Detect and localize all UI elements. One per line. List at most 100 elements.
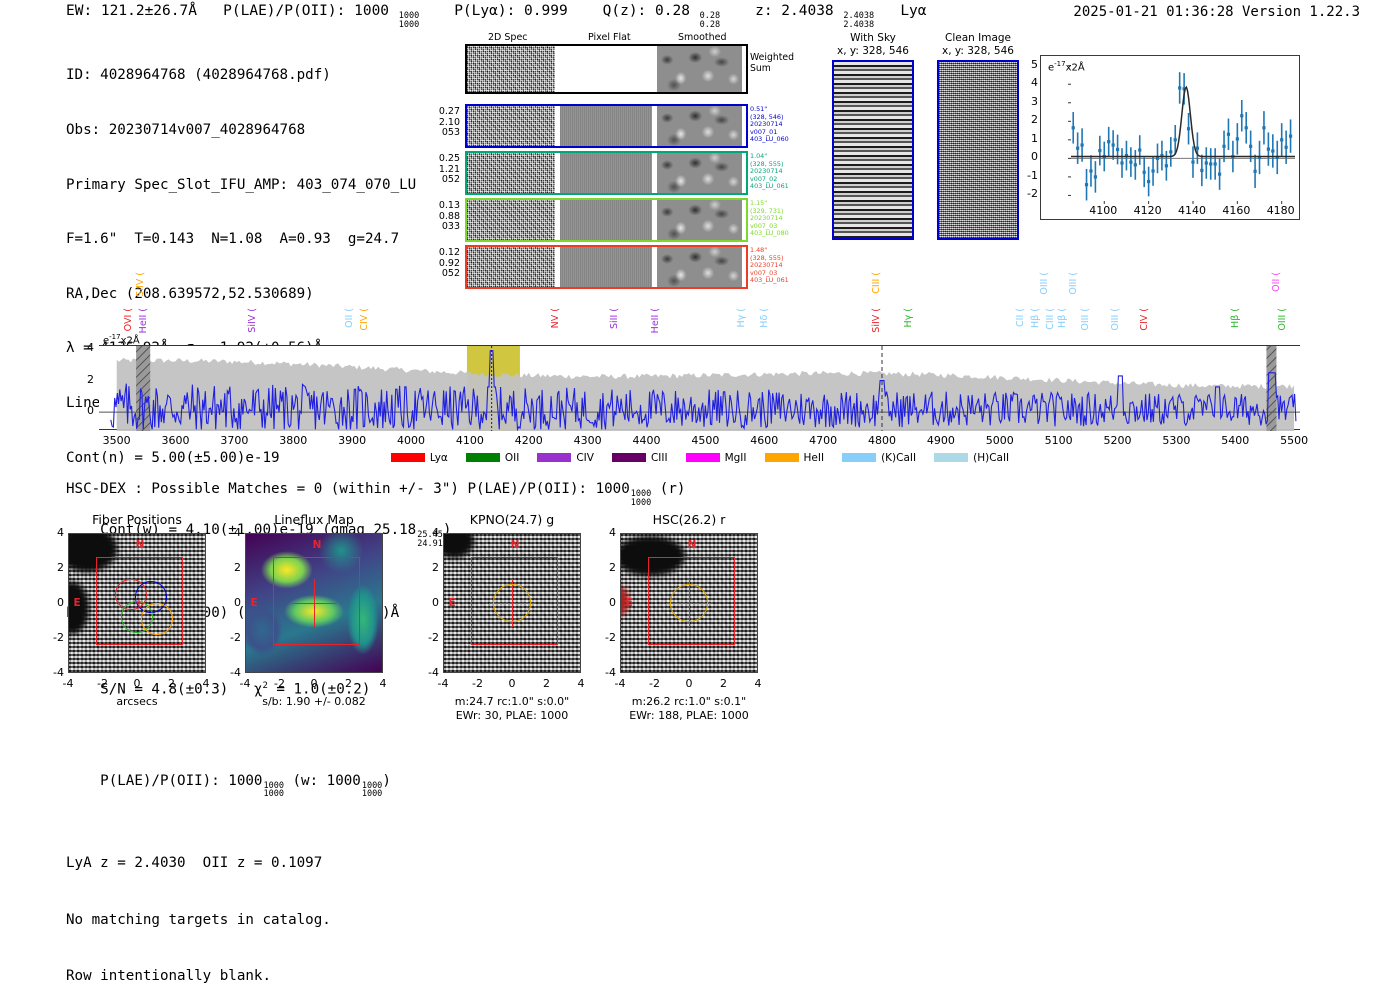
dark-region (621, 536, 685, 576)
panel-ytick: -4 (230, 666, 241, 679)
panel-caption: arcsecs (38, 695, 236, 709)
panel-ytick: 4 (57, 526, 64, 539)
emission-line-legend: Lyα OII CIV CIII MgII HeII (K)CaII (H)CaII (0, 447, 1400, 466)
gmag-range: 25.45 24.91 (417, 530, 443, 550)
linefit-xtick: 4100 (1089, 204, 1118, 217)
aperture-box (272, 556, 360, 645)
fiber-stat: 052 (441, 268, 460, 279)
header-qz-range: 0.28 0.28 (699, 11, 721, 30)
north-marker: N (135, 538, 145, 551)
emission-line-label: Hγ ( (735, 308, 747, 328)
legend-label: Lyα (429, 451, 448, 464)
legend-label: OII (504, 451, 520, 464)
footer-note: No matching targets in catalog. Row inte… (66, 874, 331, 1004)
fullspec-xtick: 5500 (1280, 434, 1309, 447)
header-plae-label: P(LAE)/P(OII): (223, 3, 346, 19)
panel-ytick: 4 (234, 526, 241, 539)
fiber-meta: 20230714 (750, 167, 783, 176)
info-plae: P(LAE)/P(OII): 1000 1000 1000 (w: 1000 1000… (100, 772, 391, 800)
emission-line-label: OIII ( (1277, 308, 1289, 331)
legend-item: (H)CaII (934, 452, 1009, 464)
cutout-title-with-sky: With Sky x, y: 328, 546 (837, 32, 909, 57)
info-cont-w: Cont(w) = 4.10(±1.00)e-19 (gmag 25.18 25.… (100, 522, 452, 550)
panel-xtick: -2 (472, 677, 483, 690)
col-title-pixelflat: Pixel Flat (588, 32, 631, 43)
header-plya: P(Lyα): 0.999 (454, 3, 568, 19)
fiber-gap-2 (652, 153, 657, 193)
fullspec-xtick: 4900 (926, 434, 955, 447)
legend-swatch (465, 453, 500, 462)
fullspec-xtick: 5300 (1162, 434, 1191, 447)
fiber-stat: 0.12 (438, 247, 460, 258)
fiber-stat: 033 (441, 221, 460, 232)
legend-label: CIII (650, 451, 668, 464)
linefit-flux-units: e-17x2Å (1048, 60, 1085, 74)
emission-line-labels: SiIV (CIII (OIII (OIII (OII (OVI (HeII (… (99, 272, 1300, 345)
fiber-meta: 0.51" (750, 105, 768, 113)
panel-caption-line: EWr: 188, PLAE: 1000 (629, 709, 749, 722)
fiber-2dspec-image (467, 200, 555, 240)
panel-ytick: 0 (432, 596, 439, 609)
info-radec: RA,Dec (208.639572,52.530689) (66, 285, 314, 302)
legend-item: CIII (611, 451, 668, 464)
fiber-meta: v007_02 (750, 174, 778, 183)
fiber-smoothed-image (657, 106, 742, 146)
panel-xtick: 0 (508, 677, 516, 690)
emission-line-label: HeII ( (650, 308, 662, 334)
panel-title: Fiber Positions (92, 512, 182, 527)
east-marker: E (73, 597, 81, 610)
fiber-meta: v007_03 (750, 221, 778, 230)
emission-line-label: Hδ ( (759, 308, 771, 328)
panel-xtick: -2 (649, 677, 660, 690)
panel-xtick: 0 (685, 677, 693, 690)
header-line-name: Lyα (900, 3, 927, 19)
fiber-meta: 403_LU_061 (750, 182, 789, 191)
dark-region (621, 586, 629, 616)
fiber-meta: 1.04" (750, 152, 768, 160)
fullspec-xtick: 5200 (1103, 434, 1132, 447)
panel-xtick: 4 (379, 677, 387, 690)
east-marker: E (250, 597, 258, 610)
fullspec-ytick: 2 (87, 372, 94, 386)
fiber-right-meta: 1.04" (328, 555) 20230714 v007_02 403_LU_061 (750, 152, 789, 191)
emission-line-label: Hβ ( (1230, 308, 1242, 328)
fullspec-flux-units: e-17x2Å (103, 333, 140, 347)
emission-line-label: Hβ ( (1056, 308, 1068, 328)
legend-label: (K)CaII (881, 451, 917, 464)
panel-ytick: 2 (234, 561, 241, 574)
fullspec-xtick: 3500 (102, 434, 131, 447)
emission-line-label: SiIV ( (135, 272, 147, 297)
fiber-stat: 052 (441, 174, 460, 185)
legend-item: Lyα (390, 451, 448, 464)
fiber-2dspec-image (467, 153, 555, 193)
fiber-circle (141, 603, 173, 635)
ws-gap-1 (555, 46, 560, 92)
legend-swatch (934, 453, 969, 462)
info-id: ID: 4028964768 (4028964768.pdf) (66, 67, 331, 84)
emission-line-label: OIII ( (1038, 272, 1050, 295)
emission-line-label: Hβ ( (1030, 308, 1042, 328)
fiber-right-meta: 1.15" (329, 731) 20230714 v007_03 403_LU_080 (750, 199, 789, 238)
fullspec-xtick: 4800 (868, 434, 896, 447)
fiber-pixelflat-image (560, 200, 652, 240)
weighted-sum-label: Weighted Sum (750, 52, 795, 74)
emission-line-label: NV ( (550, 308, 562, 329)
fiber-smoothed-image (657, 200, 742, 240)
ws-2dspec-image (467, 46, 555, 92)
fiber-pixelflat-image (560, 153, 652, 193)
fiber-2dspec-image (467, 106, 555, 146)
legend-swatch (685, 453, 720, 462)
fiber-row (465, 104, 748, 148)
fiber-meta: 403_LU_060 (750, 135, 789, 144)
aperture-box (470, 556, 558, 645)
legend-swatch (611, 453, 646, 462)
fiber-pixelflat-image (560, 106, 652, 146)
footer-line-2: Row intentionally blank. (66, 967, 271, 984)
fiber-meta: 403_LU_061 (750, 276, 789, 285)
legend-label: MgII (724, 451, 747, 464)
emission-line-label: OIII ( (1109, 308, 1121, 331)
fiber-meta: 20230714 (750, 261, 783, 270)
info-obs: Obs: 20230714v007_4028964768 (66, 122, 306, 139)
cutout-with-sky-image (832, 60, 914, 240)
crosshair-horizontal (290, 603, 338, 604)
